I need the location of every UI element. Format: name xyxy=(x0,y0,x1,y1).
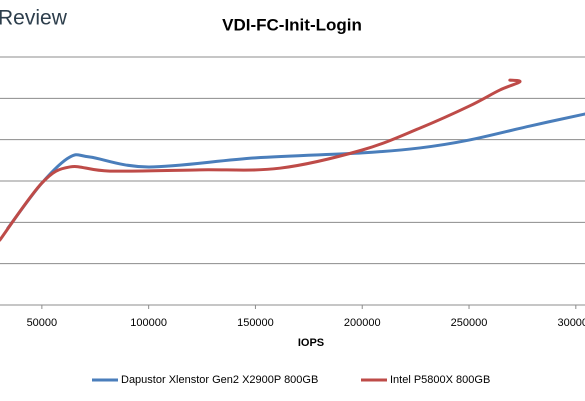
x-tick-label: 50000 xyxy=(27,317,58,329)
x-tick-label: 250000 xyxy=(451,317,488,329)
x-tick-label: 200000 xyxy=(344,317,381,329)
legend-label: Dapustor Xlenstor Gen2 X2900P 800GB xyxy=(121,374,318,386)
x-tick-label: 300000 xyxy=(557,317,585,329)
x-tick-label: 100000 xyxy=(130,317,167,329)
series-line xyxy=(0,78,522,242)
legend: Dapustor Xlenstor Gen2 X2900P 800GB Intel… xyxy=(92,374,490,386)
chart-title: VDI-FC-Init-Login xyxy=(222,15,362,34)
legend-label: Intel P5800X 800GB xyxy=(390,374,490,386)
x-tick-label: 150000 xyxy=(237,317,274,329)
watermark: Review xyxy=(0,7,68,30)
x-axis-label: IOPS xyxy=(298,337,324,349)
series-line xyxy=(6,112,585,230)
grid: 50000 100000 150000 200000 250000 300000 xyxy=(0,56,585,329)
plot-area xyxy=(0,78,585,242)
